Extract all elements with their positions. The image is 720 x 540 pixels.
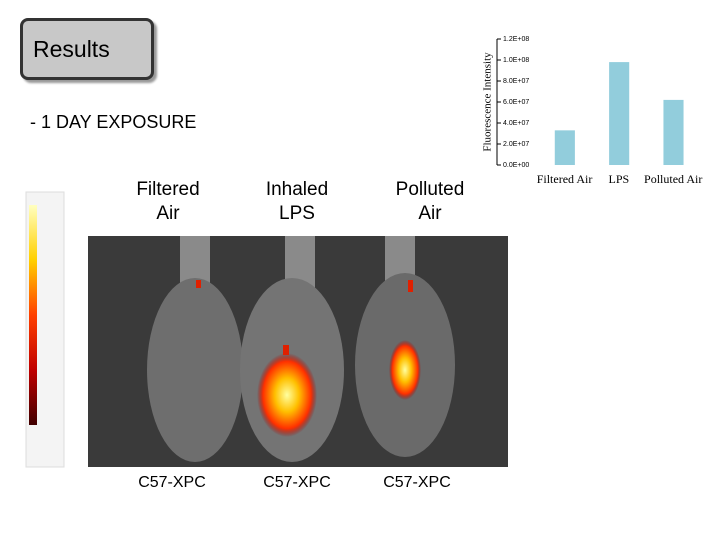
y-tick-label: 6.0E+07 — [503, 99, 529, 106]
x-tick-label: LPS — [609, 172, 630, 186]
group-label: Filtered Air — [136, 179, 200, 224]
colorbar — [25, 191, 65, 468]
y-tick-label: 0.0E+00 — [503, 162, 529, 169]
y-tick-label: 4.0E+07 — [503, 120, 529, 127]
subtitle: - 1 DAY EXPOSURE — [30, 112, 197, 132]
group-label: Polluted Air — [395, 179, 465, 224]
y-tick-label: 2.0E+07 — [503, 141, 529, 148]
y-tick-label: 1.0E+08 — [503, 57, 529, 64]
strain-label: C57-XPC — [263, 474, 331, 491]
y-axis-title: Fluorescence Intensity — [482, 52, 494, 152]
strain-label: C57-XPC — [383, 474, 451, 491]
group-label: Inhaled LPS — [265, 179, 329, 224]
bar — [663, 99, 684, 165]
x-tick-label: Polluted Air — [644, 172, 702, 186]
bar — [609, 62, 630, 165]
strain-label: C57-XPC — [138, 474, 206, 491]
y-tick-label: 1.2E+08 — [503, 36, 529, 43]
title: Results — [20, 18, 154, 80]
bar — [554, 130, 575, 165]
mouse-photo — [88, 236, 508, 467]
x-tick-label: Filtered Air — [537, 172, 593, 186]
y-tick-label: 8.0E+07 — [503, 78, 529, 85]
chart: Fluorescence Intensity 0.0E+00 2.0E+07 4.0… — [482, 36, 703, 186]
